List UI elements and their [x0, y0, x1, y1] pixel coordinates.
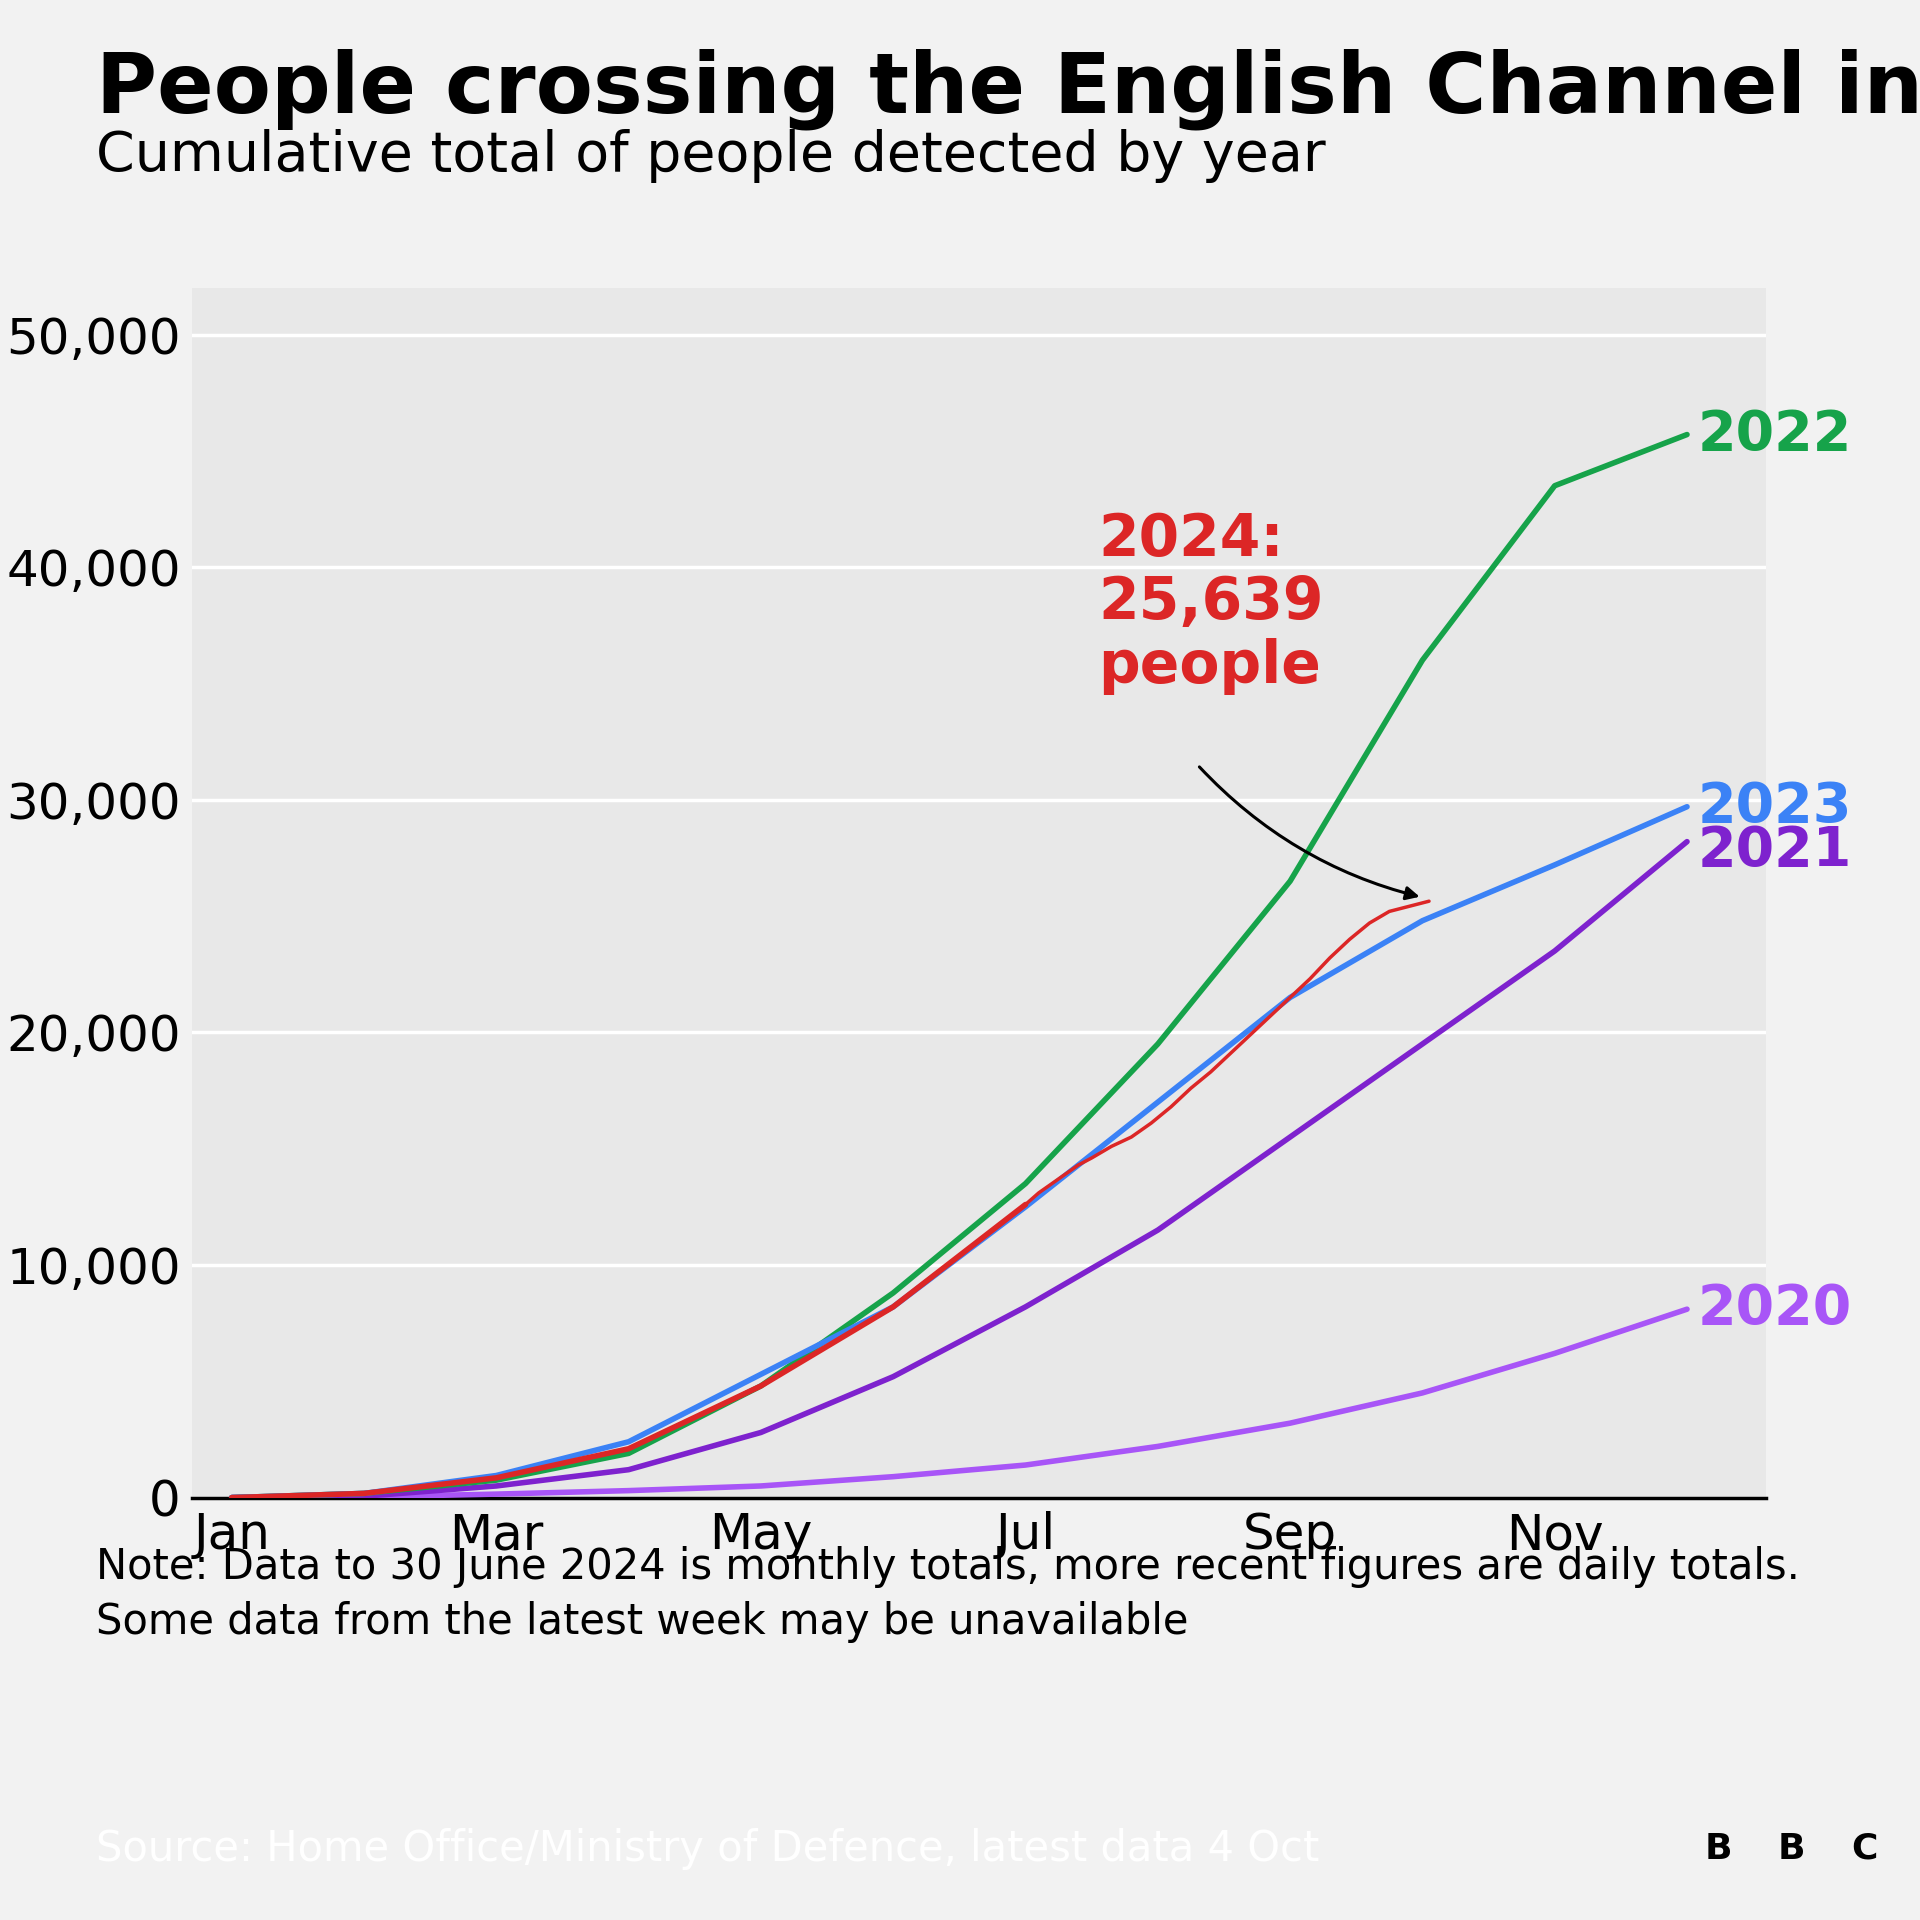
- Text: Note: Data to 30 June 2024 is monthly totals, more recent figures are daily tota: Note: Data to 30 June 2024 is monthly to…: [96, 1546, 1799, 1644]
- Text: People crossing the English Channel in boats: People crossing the English Channel in b…: [96, 48, 1920, 129]
- Text: 2022: 2022: [1697, 407, 1853, 461]
- Text: Cumulative total of people detected by year: Cumulative total of people detected by y…: [96, 129, 1325, 182]
- Text: 2021: 2021: [1697, 824, 1853, 877]
- Text: B: B: [1778, 1832, 1805, 1866]
- Text: 2020: 2020: [1697, 1283, 1853, 1336]
- Text: 2023: 2023: [1697, 780, 1853, 833]
- Text: Source: Home Office/Ministry of Defence, latest data 4 Oct: Source: Home Office/Ministry of Defence,…: [96, 1828, 1319, 1870]
- Text: 2024:
25,639
people: 2024: 25,639 people: [1098, 511, 1323, 695]
- Text: C: C: [1851, 1832, 1878, 1866]
- Text: B: B: [1705, 1832, 1732, 1866]
